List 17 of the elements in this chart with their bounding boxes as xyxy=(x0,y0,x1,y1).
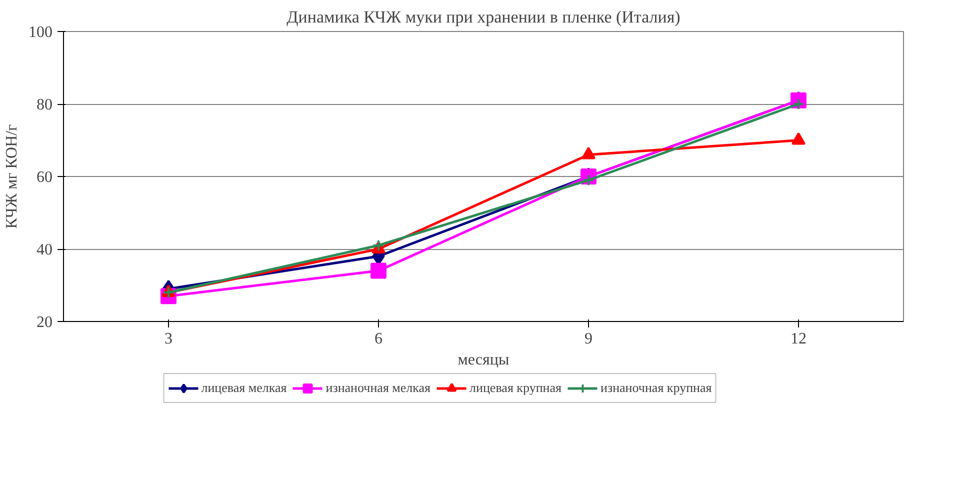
x-axis-title: месяцы xyxy=(458,352,510,368)
y-tick-label: 80 xyxy=(36,96,52,114)
x-tick-label: 9 xyxy=(584,330,592,348)
chart-title: Динамика КЧЖ муки при хранении в пленке (Италия) xyxy=(286,8,680,26)
x-tick-label: 12 xyxy=(790,330,806,348)
y-tick-label: 60 xyxy=(36,169,52,186)
legend-label: изнаночная крупная xyxy=(600,380,712,396)
y-tick-label: 100 xyxy=(28,24,52,41)
legend-label: лицевая крупная xyxy=(470,380,562,396)
y-tick-label: 20 xyxy=(36,314,52,331)
legend-label: изнаночная мелкая xyxy=(326,380,431,396)
legend-label: лицевая мелкая xyxy=(201,380,287,396)
y-tick-label: 40 xyxy=(36,242,52,258)
y-axis-title: КЧЖ мг КОН/г xyxy=(4,124,20,229)
x-tick-label: 6 xyxy=(374,330,382,348)
point xyxy=(370,262,386,279)
x-tick-label: 3 xyxy=(164,330,172,348)
